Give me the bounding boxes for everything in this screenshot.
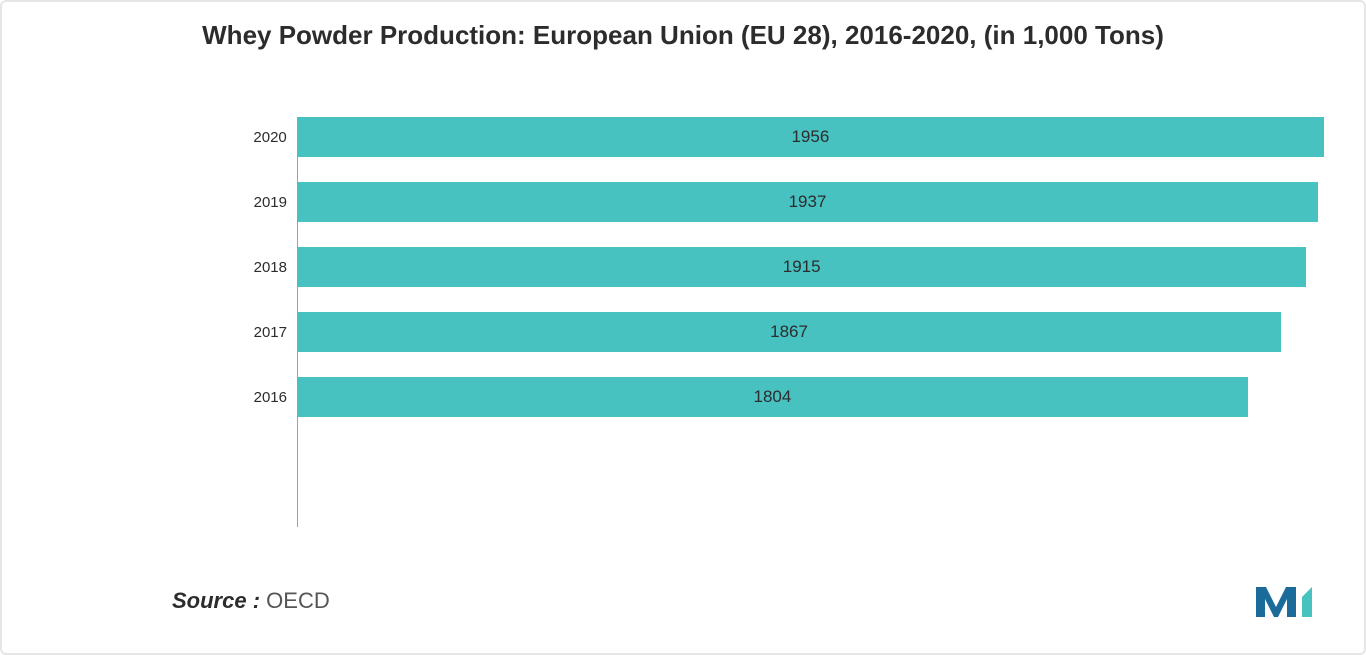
bar: 1804 xyxy=(297,377,1248,417)
bar-row: 2019 1937 xyxy=(227,182,1324,222)
bar-row: 2020 1956 xyxy=(227,117,1324,157)
bar-value: 1956 xyxy=(791,127,829,147)
year-label: 2017 xyxy=(227,324,287,341)
source-label: Source : xyxy=(172,588,260,613)
bar-row: 2018 1915 xyxy=(227,247,1324,287)
bar-value: 1867 xyxy=(770,322,808,342)
bar-value: 1915 xyxy=(783,257,821,277)
bar: 1915 xyxy=(297,247,1306,287)
year-label: 2020 xyxy=(227,129,287,146)
chart-area: 2020 1956 2019 1937 2018 1915 2017 1867 2016 1804 xyxy=(227,117,1324,437)
bar-row: 2016 1804 xyxy=(227,377,1324,417)
bar: 1937 xyxy=(297,182,1318,222)
year-label: 2018 xyxy=(227,259,287,276)
source-value: OECD xyxy=(266,588,330,613)
bar: 1956 xyxy=(297,117,1324,157)
chart-title: Whey Powder Production: European Union (… xyxy=(2,20,1364,51)
bar-row: 2017 1867 xyxy=(227,312,1324,352)
bar-value: 1937 xyxy=(789,192,827,212)
year-label: 2019 xyxy=(227,194,287,211)
year-label: 2016 xyxy=(227,389,287,406)
bar-value: 1804 xyxy=(754,387,792,407)
source-citation: Source : OECD xyxy=(172,588,330,614)
bar: 1867 xyxy=(297,312,1281,352)
brand-logo xyxy=(1254,581,1324,621)
chart-footer: Source : OECD xyxy=(172,581,1324,621)
